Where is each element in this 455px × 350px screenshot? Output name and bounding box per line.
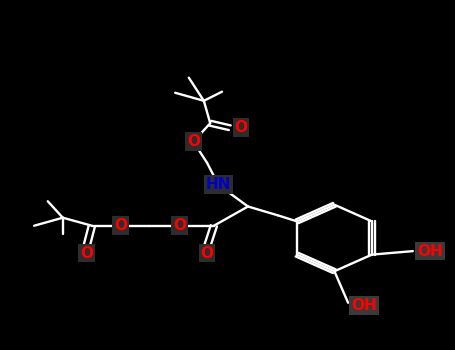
Text: OH: OH (351, 298, 377, 313)
Text: O: O (201, 246, 213, 260)
Text: OH: OH (417, 244, 443, 259)
Text: O: O (173, 218, 186, 233)
Text: O: O (80, 246, 93, 260)
Text: O: O (235, 120, 248, 135)
Text: O: O (187, 134, 200, 149)
Text: HN: HN (206, 177, 231, 192)
Text: O: O (114, 218, 127, 233)
